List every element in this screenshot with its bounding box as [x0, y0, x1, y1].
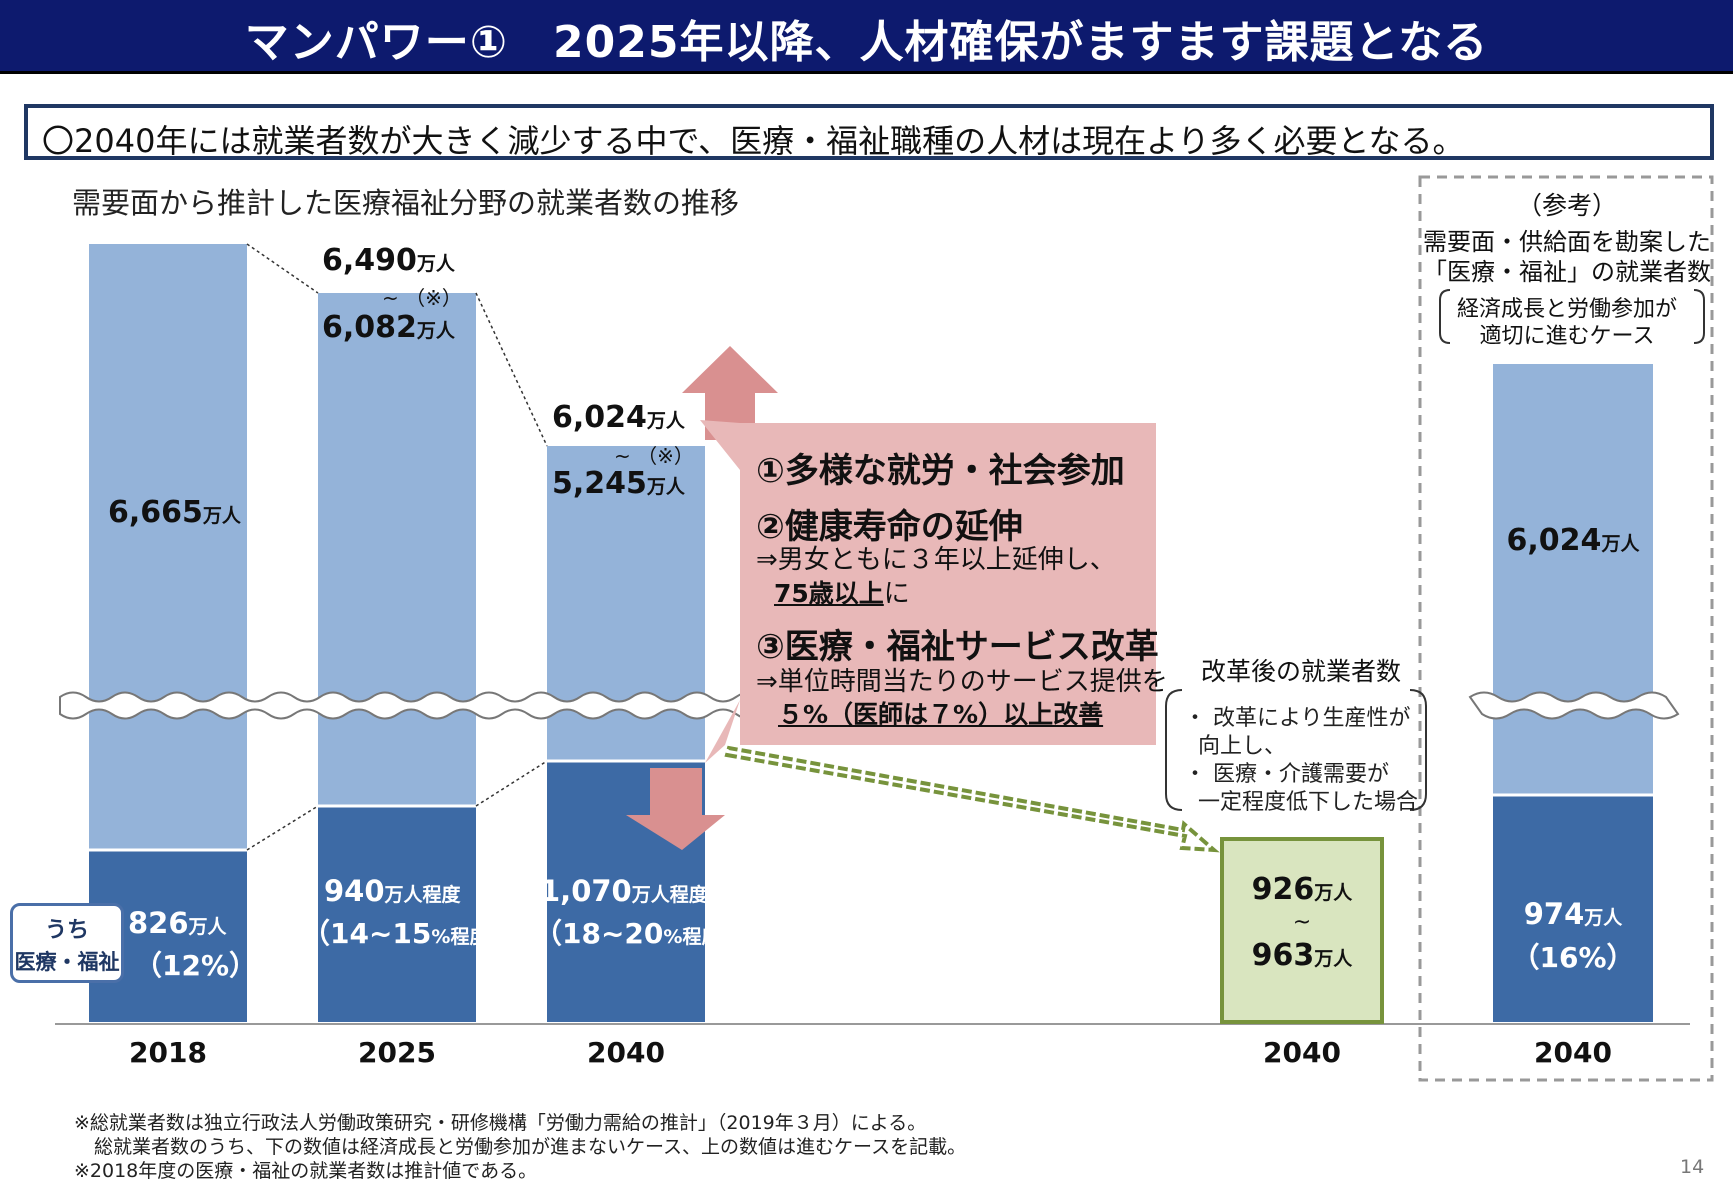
reform-item3-sub: ⇒単位時間当たりのサービス提供を: [756, 667, 1168, 697]
x-tick-2040-ref: 2040: [1534, 1036, 1612, 1069]
reform-item1: ①多様な就労・社会参加: [756, 451, 1125, 491]
bar-2025-welfare: [318, 806, 476, 1022]
label-2040-welfare-pct: （18~20%程度）: [534, 917, 740, 950]
x-tick-2040-reform: 2040: [1263, 1036, 1341, 1069]
up-arrow-icon: [682, 346, 778, 440]
bar-ref-2040-welfare: [1493, 795, 1653, 1022]
footnote-2: 総就業者数のうち、下の数値は経済成長と労働参加が進まないケース、上の数値は進むケ…: [94, 1136, 967, 1158]
connector-top-1: [246, 243, 319, 294]
ref-brace-left: [1439, 289, 1451, 344]
uchi-line2: 医療・福祉: [14, 950, 120, 974]
reform-item3: ③医療・福祉サービス改革: [756, 627, 1159, 667]
after-reform-cond4: 一定程度低下した場合: [1198, 790, 1419, 815]
label-2025-range: ~ （※）: [382, 286, 462, 310]
page-title: マンパワー① 2025年以降、人材確保がますます課題となる: [244, 17, 1489, 68]
label-2040-total-low: 5,245万人: [552, 466, 685, 501]
x-tick-2018: 2018: [129, 1036, 207, 1069]
label-reform-low: 926万人: [1251, 872, 1353, 907]
after-reform-cond1: ・ 改革により生産性が: [1184, 706, 1411, 731]
connector-bottom-2: [475, 760, 548, 807]
x-tick-2025: 2025: [358, 1036, 436, 1069]
brace-right: [1409, 689, 1427, 811]
reform-box: ①多様な就労・社会参加 ②健康寿命の延伸 ⇒男女ともに３年以上延伸し、 75歳以…: [740, 423, 1168, 745]
footnote-1: ※総就業者数は独立行政法人労働政策研究・研修機構「労働力需給の推計」（2019年…: [74, 1112, 927, 1134]
label-2025-total-high: 6,490万人: [322, 243, 455, 278]
summary-box: 〇2040年には就業者数が大きく減少する中で、医療・福祉職種の人材は現在より多く…: [24, 104, 1714, 160]
connector-top-2: [475, 292, 548, 447]
reference-case2: 適切に進むケース: [1479, 324, 1655, 349]
reference-frame: [1418, 175, 1714, 1082]
after-reform-cond2: 向上し、: [1198, 734, 1287, 759]
label-2040-total-high: 6,024万人: [552, 400, 685, 435]
reference-line1: 需要面・供給面を勘案した: [1423, 228, 1711, 256]
bar-reform-2040: [1220, 837, 1384, 1024]
reference-case1: 経済成長と労働参加が: [1456, 297, 1677, 322]
reform-item2: ②健康寿命の延伸: [756, 507, 1023, 547]
chart-label: 需要面から推計した医療福祉分野の就業者数の推移: [72, 186, 740, 220]
x-tick-2040: 2040: [587, 1036, 665, 1069]
label-ref-welfare: 974万人: [1523, 897, 1623, 931]
label-2040-welfare: 1,070万人程度: [540, 874, 708, 908]
after-reform-cond3: ・ 医療・介護需要が: [1184, 762, 1389, 787]
bar-2018-total: [89, 244, 247, 850]
label-2018-welfare-pct: （12%）: [134, 949, 258, 982]
callout-pointer-top: [700, 420, 740, 470]
label-2025-total-low: 6,082万人: [322, 310, 455, 345]
summary-text: 〇2040年には就業者数が大きく減少する中で、医療・福祉職種の人材は現在より多く…: [42, 122, 1465, 160]
reform-item3-emph: ５%（医師は７%）以上改善: [778, 700, 1104, 729]
label-reform-high: 963万人: [1251, 938, 1353, 973]
reform-item2-emph-line: 75歳以上に: [774, 573, 910, 610]
connector-bottom-1: [246, 805, 319, 851]
label-2018-total: 6,665万人: [108, 495, 241, 530]
ref-brace-right: [1693, 289, 1705, 344]
uchi-welfare-label: うち 医療・福祉: [10, 903, 124, 983]
uchi-line1: うち: [44, 918, 89, 943]
green-dashed-arrow-icon: [724, 745, 1220, 853]
reform-item2-sub: ⇒男女ともに３年以上延伸し、: [756, 545, 1116, 575]
label-2040-range: ~ （※）: [614, 444, 694, 468]
label-ref-total: 6,024万人: [1506, 523, 1640, 558]
down-arrow-icon: [626, 768, 725, 850]
axis-break-right: [1468, 691, 1680, 720]
title-bar: マンパワー① 2025年以降、人材確保がますます課題となる: [0, 0, 1733, 74]
reform-item2-emph: 75歳以上: [774, 579, 884, 608]
page-number: 14: [1680, 1156, 1705, 1178]
after-reform-label: 改革後の就業者数: [1200, 657, 1401, 686]
label-ref-welfare-pct: （16%）: [1511, 941, 1635, 974]
bar-2025-total: [318, 293, 476, 806]
reform-item2-tail: に: [883, 579, 910, 609]
bar-ref-2040-total: [1493, 364, 1653, 795]
reference-line2: 「医療・福祉」の就業者数: [1423, 258, 1711, 286]
label-reform-tilde: ~: [1292, 910, 1312, 935]
label-2025-welfare-pct: （14~15%程度）: [302, 917, 508, 950]
footnote-3: ※2018年度の医療・福祉の就業者数は推計値である。: [74, 1160, 538, 1182]
label-2025-welfare: 940万人程度: [324, 874, 461, 908]
label-2018-welfare: 826万人: [128, 906, 227, 940]
brace-left: [1165, 689, 1183, 811]
reference-label: （参考）: [1516, 191, 1617, 220]
callout-pointer-bottom: [705, 700, 740, 763]
